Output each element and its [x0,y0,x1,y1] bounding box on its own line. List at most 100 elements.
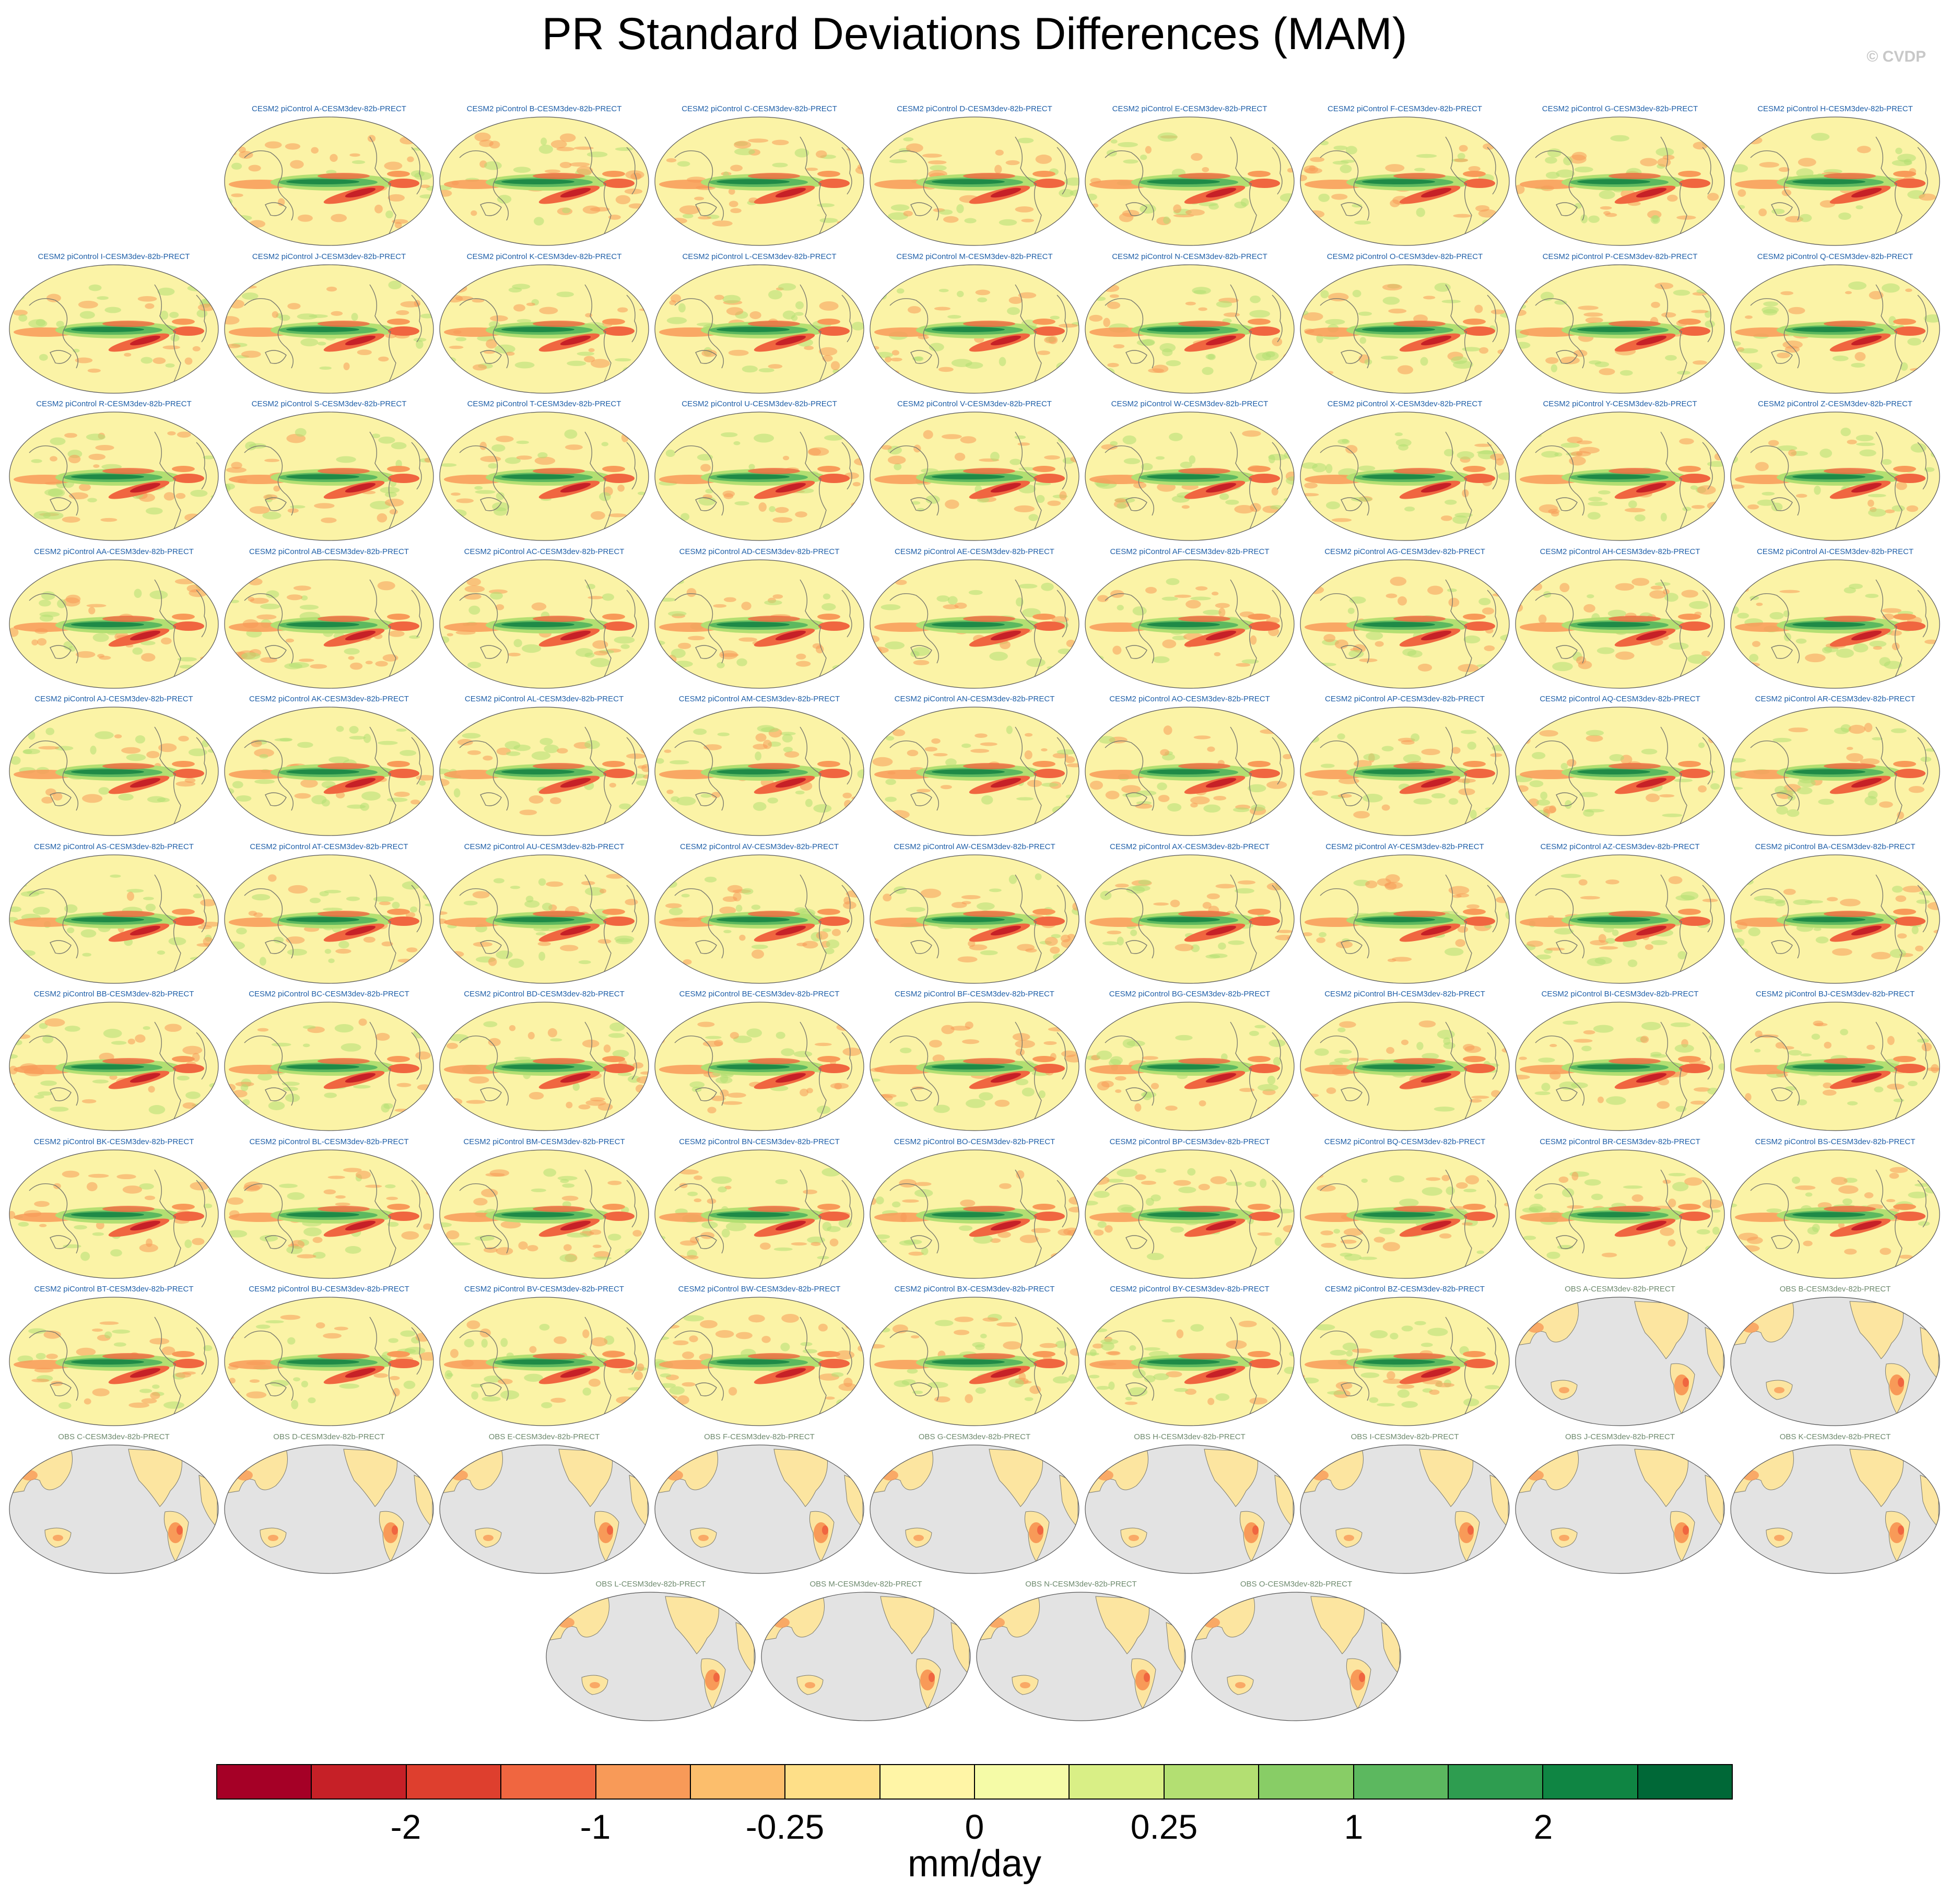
panel-title: CESM2 piControl BZ-CESM3dev-82b-PRECT [1325,1285,1485,1294]
panel-title: CESM2 piControl AT-CESM3dev-82b-PRECT [250,842,408,851]
map-image [1300,412,1510,541]
panel-title: CESM2 piControl AN-CESM3dev-82b-PRECT [894,695,1055,703]
map-image [224,116,434,246]
model-map-panel: CESM2 piControl D-CESM3dev-82b-PRECT [867,104,1082,252]
map-image [1730,1297,1940,1426]
model-map-panel: CESM2 piControl C-CESM3dev-82b-PRECT [652,104,867,252]
map-image [439,264,649,394]
map-image [1085,1297,1295,1426]
model-map-panel: CESM2 piControl AL-CESM3dev-82b-PRECT [437,695,652,842]
map-image [1515,264,1725,394]
map-image [870,1149,1079,1279]
model-map-panel: CESM2 piControl AX-CESM3dev-82b-PRECT [1082,842,1297,990]
model-map-panel: CESM2 piControl AU-CESM3dev-82b-PRECT [437,842,652,990]
colorbar-bin [1543,1765,1638,1799]
model-map-panel: CESM2 piControl AS-CESM3dev-82b-PRECT [6,842,221,990]
panel-title: CESM2 piControl AX-CESM3dev-82b-PRECT [1110,842,1270,851]
panel-title: CESM2 piControl Y-CESM3dev-82b-PRECT [1543,399,1697,408]
map-image [1515,412,1725,541]
model-map-panel: CESM2 piControl AR-CESM3dev-82b-PRECT [1728,695,1943,842]
panel-title: CESM2 piControl BI-CESM3dev-82b-PRECT [1541,990,1699,998]
panel-title: CESM2 piControl AP-CESM3dev-82b-PRECT [1325,695,1485,703]
model-map-panel: CESM2 piControl BD-CESM3dev-82b-PRECT [437,990,652,1137]
obs-map-panel: OBS C-CESM3dev-82b-PRECT [6,1432,221,1580]
map-image [1730,854,1940,984]
model-map-panel: CESM2 piControl AT-CESM3dev-82b-PRECT [221,842,437,990]
colorbar-bin [975,1765,1070,1799]
map-image [224,707,434,836]
model-map-panel: CESM2 piControl N-CESM3dev-82b-PRECT [1082,252,1297,399]
panel-title: OBS O-CESM3dev-82b-PRECT [1240,1580,1353,1589]
model-map-panel: CESM2 piControl AP-CESM3dev-82b-PRECT [1297,695,1512,842]
map-image [9,707,219,836]
map-image [1300,854,1510,984]
model-map-panel: CESM2 piControl BB-CESM3dev-82b-PRECT [6,990,221,1137]
panel-title: CESM2 piControl BH-CESM3dev-82b-PRECT [1324,990,1485,998]
map-image [654,264,864,394]
model-map-panel: CESM2 piControl M-CESM3dev-82b-PRECT [867,252,1082,399]
model-map-panel: CESM2 piControl AM-CESM3dev-82b-PRECT [652,695,867,842]
map-image [9,1444,219,1574]
model-map-panel: CESM2 piControl BT-CESM3dev-82b-PRECT [6,1285,221,1432]
obs-map-panel: OBS M-CESM3dev-82b-PRECT [758,1580,973,1727]
colorbar-bin [785,1765,880,1799]
panel-title: CESM2 piControl U-CESM3dev-82b-PRECT [682,399,837,408]
model-map-panel: CESM2 piControl AQ-CESM3dev-82b-PRECT [1512,695,1728,842]
panel-title: CESM2 piControl G-CESM3dev-82b-PRECT [1542,104,1698,113]
panel-title: CESM2 piControl BL-CESM3dev-82b-PRECT [249,1137,409,1146]
colorbar-tick-label: 2 [1533,1807,1553,1846]
map-image [870,559,1079,689]
panel-title: CESM2 piControl BD-CESM3dev-82b-PRECT [464,990,625,998]
model-map-panel: CESM2 piControl BO-CESM3dev-82b-PRECT [867,1137,1082,1285]
colorbar-tick-label: 0.25 [1130,1807,1198,1846]
map-image [9,559,219,689]
panel-title: OBS J-CESM3dev-82b-PRECT [1565,1432,1675,1441]
colorbar-tick-label: -1 [580,1807,611,1846]
model-map-panel: CESM2 piControl AJ-CESM3dev-82b-PRECT [6,695,221,842]
map-image [439,1149,649,1279]
colorbar-units: mm/day [907,1843,1042,1885]
colorbar-bin [1638,1765,1732,1799]
map-image [9,1149,219,1279]
model-map-panel: CESM2 piControl AG-CESM3dev-82b-PRECT [1297,547,1512,695]
map-image [1085,559,1295,689]
panel-title: CESM2 piControl AH-CESM3dev-82b-PRECT [1540,547,1700,556]
map-image [439,707,649,836]
panel-title: CESM2 piControl Q-CESM3dev-82b-PRECT [1757,252,1913,261]
model-map-panel: CESM2 piControl AY-CESM3dev-82b-PRECT [1297,842,1512,990]
panel-title: CESM2 piControl O-CESM3dev-82b-PRECT [1326,252,1483,261]
map-image [654,1002,864,1131]
map-image [1085,707,1295,836]
panel-title: OBS L-CESM3dev-82b-PRECT [595,1580,706,1589]
obs-map-panel: OBS E-CESM3dev-82b-PRECT [437,1432,652,1580]
panel-title: CESM2 piControl L-CESM3dev-82b-PRECT [682,252,837,261]
map-image [870,116,1079,246]
panel-title: CESM2 piControl AC-CESM3dev-82b-PRECT [464,547,625,556]
map-image [224,412,434,541]
map-image [1085,116,1295,246]
model-map-panel: CESM2 piControl BY-CESM3dev-82b-PRECT [1082,1285,1297,1432]
model-map-panel: CESM2 piControl BF-CESM3dev-82b-PRECT [867,990,1082,1137]
map-image [439,1002,649,1131]
map-image [9,1002,219,1131]
model-map-panel: CESM2 piControl Y-CESM3dev-82b-PRECT [1512,399,1728,547]
panel-title: CESM2 piControl BF-CESM3dev-82b-PRECT [895,990,1054,998]
map-image [654,412,864,541]
model-map-panel: CESM2 piControl BZ-CESM3dev-82b-PRECT [1297,1285,1512,1432]
map-image [1515,559,1725,689]
panel-title: CESM2 piControl BN-CESM3dev-82b-PRECT [679,1137,840,1146]
map-image [224,1297,434,1426]
map-image [1085,412,1295,541]
colorbar-tick-label: -0.25 [745,1807,825,1846]
obs-map-panel: OBS G-CESM3dev-82b-PRECT [867,1432,1082,1580]
model-map-panel: CESM2 piControl BS-CESM3dev-82b-PRECT [1728,1137,1943,1285]
map-image [224,559,434,689]
map-image [1730,116,1940,246]
panel-title: CESM2 piControl T-CESM3dev-82b-PRECT [467,399,621,408]
panel-title: CESM2 piControl BE-CESM3dev-82b-PRECT [679,990,840,998]
map-image [1300,116,1510,246]
map-image [1730,264,1940,394]
panel-title: CESM2 piControl AW-CESM3dev-82b-PRECT [894,842,1055,851]
map-image [654,116,864,246]
